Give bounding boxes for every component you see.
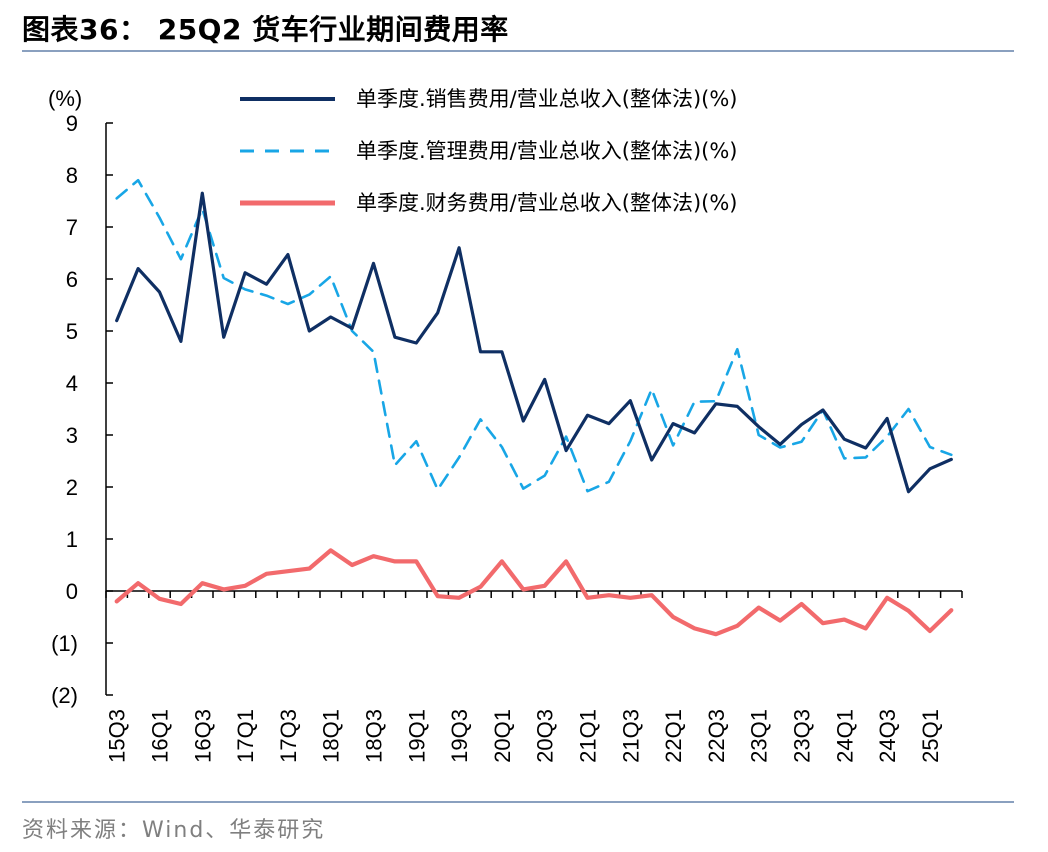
line-chart: (%) (2) (1) 0 1 2 3 4 5 6 7 8 9 15Q3 16Q1 16Q3 17Q1 17Q…	[48, 86, 963, 763]
y-tick-label: 0	[66, 579, 78, 604]
x-tick-label: 23Q1	[747, 709, 772, 763]
x-tick-label: 15Q3	[105, 709, 130, 763]
series-line-admin	[115, 178, 953, 493]
x-axis: 15Q3 16Q1 16Q3 17Q1 17Q3 18Q1 18Q3 19Q1 19Q3 20Q1…	[105, 590, 963, 763]
y-tick-label: 9	[66, 111, 78, 136]
bottom-rule	[22, 801, 1014, 803]
x-tick-label: 20Q1	[490, 709, 515, 763]
y-tick-label: 7	[66, 215, 78, 240]
legend-label-sales: 单季度.销售费用/营业总收入(整体法)(%)	[356, 87, 737, 111]
y-tick-label: 4	[66, 371, 78, 396]
x-tick-label: 16Q1	[148, 709, 173, 763]
x-tick-label: 21Q3	[618, 709, 643, 763]
x-tick-label: 19Q1	[404, 709, 429, 763]
chart-title: 图表36： 25Q2 货车行业期间费用率	[22, 13, 509, 46]
x-tick-label: 24Q3	[875, 709, 900, 763]
source-note: 资料来源：Wind、华泰研究	[22, 818, 326, 843]
legend: 单季度.销售费用/营业总收入(整体法)(%) 单季度.管理费用/营业总收入(整体…	[240, 87, 737, 215]
top-rule	[22, 50, 1014, 52]
y-tick-label: 8	[66, 163, 78, 188]
y-tick-label: 5	[66, 319, 78, 344]
x-tick-label: 17Q3	[276, 709, 301, 763]
x-tick-label: 16Q3	[190, 709, 215, 763]
series-line-sales	[115, 191, 953, 494]
y-tick-label: (2)	[51, 683, 78, 708]
x-tick-label: 18Q3	[362, 709, 387, 763]
x-tick-label: 23Q3	[790, 709, 815, 763]
x-tick-label: 21Q1	[576, 709, 601, 763]
legend-label-admin: 单季度.管理费用/营业总收入(整体法)(%)	[356, 139, 737, 163]
series-lines	[114, 178, 954, 637]
y-axis: (2) (1) 0 1 2 3 4 5 6 7 8 9	[51, 111, 113, 708]
y-tick-label: 2	[66, 475, 78, 500]
series-line-finance	[114, 548, 954, 637]
x-tick-label: 19Q3	[447, 709, 472, 763]
x-tick-label: 22Q3	[704, 709, 729, 763]
x-tick-label: 18Q1	[319, 709, 344, 763]
x-tick-label: 24Q1	[832, 709, 857, 763]
x-tick-label: 20Q3	[533, 709, 558, 763]
y-tick-label: 1	[66, 527, 78, 552]
x-tick-label: 25Q1	[918, 709, 943, 763]
y-unit-label: (%)	[48, 86, 82, 111]
x-tick-label: 17Q1	[233, 709, 258, 763]
y-tick-label: 6	[66, 267, 78, 292]
legend-label-finance: 单季度.财务费用/营业总收入(整体法)(%)	[356, 191, 737, 215]
y-tick-label: 3	[66, 423, 78, 448]
x-tick-label: 22Q1	[661, 709, 686, 763]
y-tick-label: (1)	[51, 631, 78, 656]
